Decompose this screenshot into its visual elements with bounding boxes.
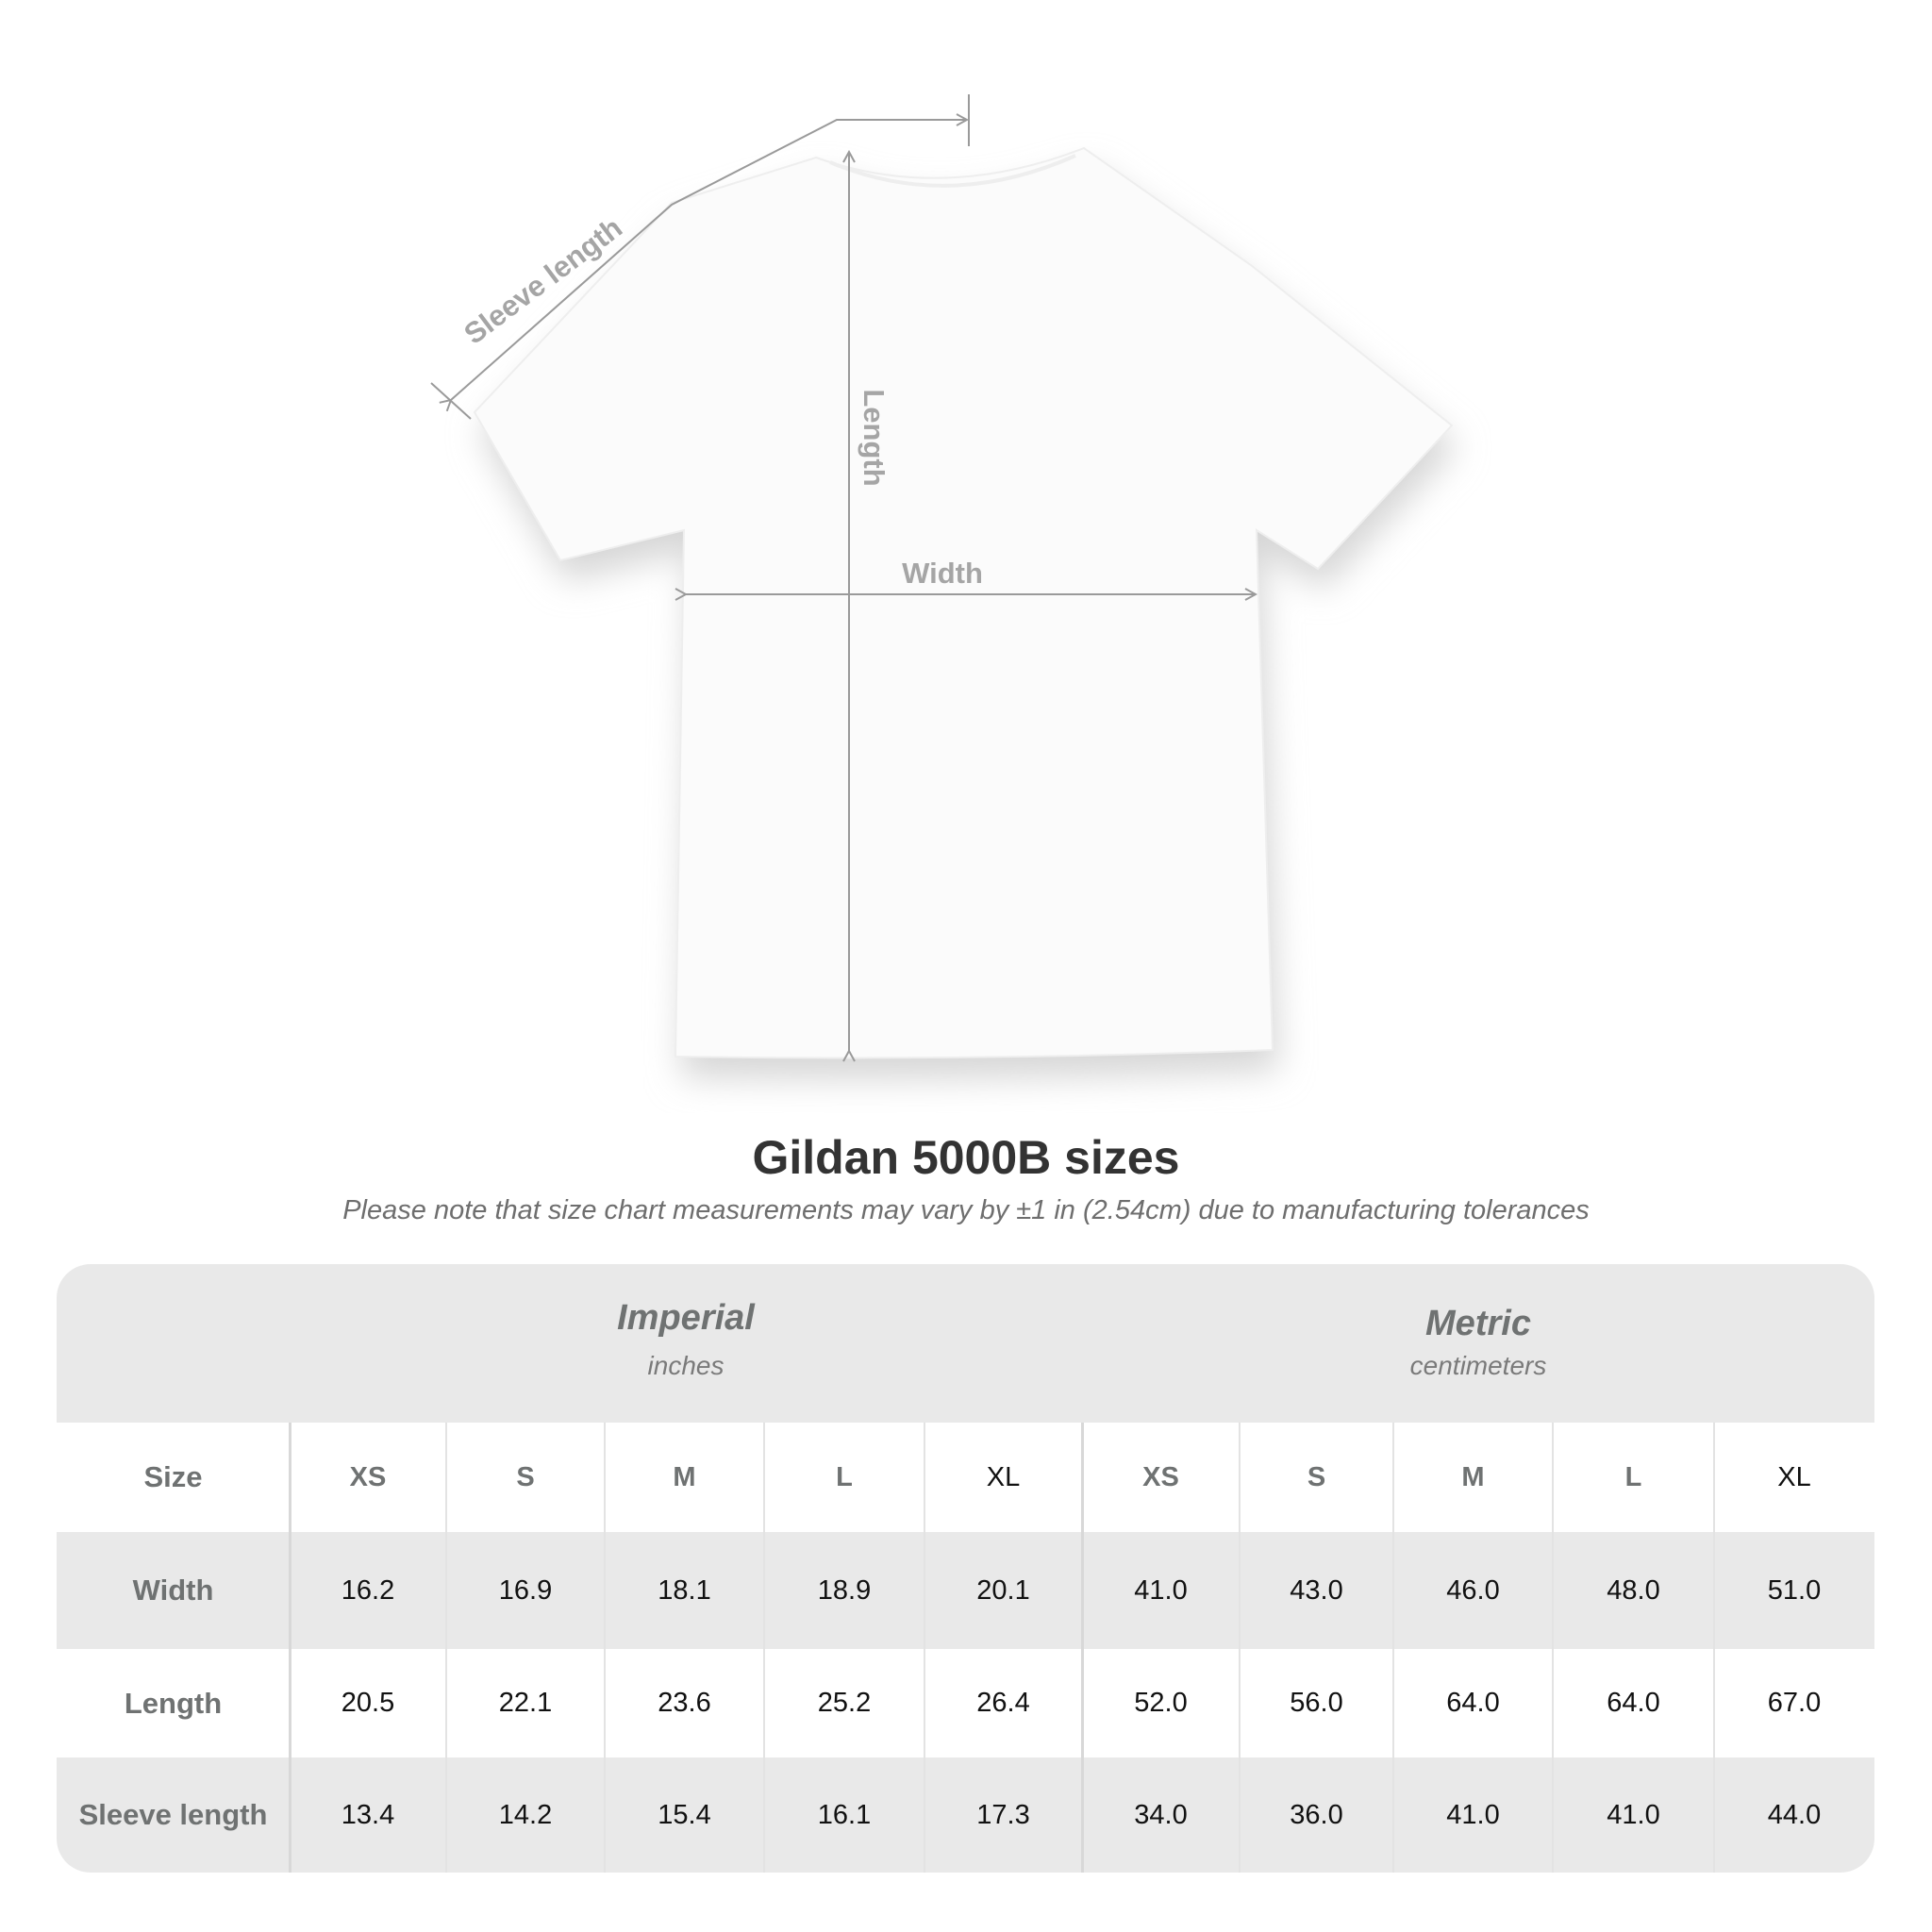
- table-cell: 41.0: [1607, 1799, 1660, 1830]
- table-cell: 67.0: [1767, 1688, 1822, 1718]
- length-label: Length: [858, 389, 891, 486]
- table-cell: 23.6: [658, 1688, 711, 1718]
- table-cell: 44.0: [1767, 1799, 1822, 1830]
- size-column-header: S: [516, 1461, 535, 1492]
- size-column-header: XS: [1142, 1461, 1179, 1492]
- header-band: [57, 1264, 1874, 1423]
- table-cell: 41.0: [1134, 1574, 1188, 1606]
- column-divider: [604, 1423, 606, 1873]
- metric-unit: centimeters: [1409, 1351, 1547, 1380]
- table-cell: 64.0: [1446, 1688, 1500, 1718]
- column-divider: [763, 1423, 765, 1873]
- imperial-unit: inches: [647, 1351, 724, 1380]
- table-cell: 17.3: [976, 1799, 1030, 1830]
- table-cell: 14.2: [498, 1799, 553, 1830]
- row-label: Length: [124, 1686, 223, 1720]
- size-column-header: S: [1307, 1461, 1326, 1492]
- table-cell: 18.9: [817, 1574, 872, 1606]
- tshirt-diagram: Width Length Sleeve length: [430, 94, 1457, 1079]
- table-cell: 48.0: [1607, 1574, 1660, 1606]
- column-divider: [289, 1423, 291, 1873]
- table-cell: 16.9: [498, 1574, 553, 1606]
- tshirt-body: [473, 146, 1454, 1059]
- column-divider: [445, 1423, 447, 1873]
- size-header: Size: [143, 1460, 203, 1493]
- table-cell: 18.1: [658, 1574, 711, 1606]
- table-cell: 26.4: [976, 1688, 1030, 1718]
- table-cell: 20.1: [976, 1574, 1030, 1606]
- column-divider: [924, 1423, 925, 1873]
- imperial-heading: Imperial: [617, 1298, 755, 1338]
- sleeve-length-arrow: [430, 94, 970, 420]
- table-cell: 13.4: [341, 1799, 395, 1830]
- table-cell: 41.0: [1446, 1799, 1500, 1830]
- tolerance-note: Please note that size chart measurements…: [342, 1195, 1590, 1225]
- table-cell: 34.0: [1134, 1799, 1188, 1830]
- column-divider: [1239, 1423, 1241, 1873]
- column-divider: [1392, 1423, 1394, 1873]
- row-label: Width: [132, 1574, 214, 1607]
- width-label: Width: [902, 557, 983, 590]
- table-cell: 16.1: [817, 1799, 872, 1830]
- size-column-header: L: [836, 1461, 853, 1492]
- size-column-header: M: [1461, 1461, 1485, 1492]
- size-column-header: XS: [349, 1461, 387, 1492]
- size-column-header: XL: [986, 1461, 1021, 1492]
- column-divider: [1713, 1423, 1715, 1873]
- column-divider: [1081, 1423, 1084, 1873]
- row-label: Sleeve length: [78, 1798, 268, 1831]
- page-title: Gildan 5000B sizes: [752, 1131, 1180, 1184]
- table-cell: 25.2: [817, 1688, 872, 1718]
- table-cell: 22.1: [498, 1688, 553, 1718]
- size-column-header: XL: [1777, 1461, 1811, 1492]
- table-cell: 15.4: [658, 1799, 711, 1830]
- metric-heading: Metric: [1425, 1304, 1531, 1343]
- size-column-header: L: [1624, 1461, 1642, 1492]
- table-cell: 46.0: [1446, 1574, 1500, 1606]
- column-divider: [1552, 1423, 1554, 1873]
- row-band-sleeve: [57, 1757, 1874, 1873]
- table-cell: 16.2: [341, 1574, 395, 1606]
- table-cell: 43.0: [1290, 1574, 1343, 1606]
- table-cell: 52.0: [1134, 1688, 1188, 1718]
- table-cell: 56.0: [1290, 1688, 1343, 1718]
- table-cell: 51.0: [1767, 1574, 1822, 1606]
- table-cell: 20.5: [341, 1688, 395, 1718]
- size-chart-table: Imperial inches Metric centimeters Size X…: [57, 1264, 1874, 1873]
- table-cell: 64.0: [1607, 1688, 1660, 1718]
- size-column-header: M: [673, 1461, 696, 1492]
- row-band-width: [57, 1532, 1874, 1649]
- table-cell: 36.0: [1290, 1799, 1343, 1830]
